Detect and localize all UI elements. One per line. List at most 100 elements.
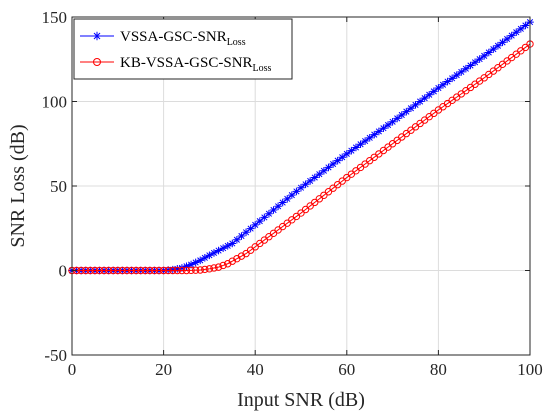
series-1-point bbox=[228, 239, 237, 248]
series-1-point bbox=[310, 173, 319, 182]
x-axis-label: Input SNR (dB) bbox=[237, 389, 365, 411]
series-2-point bbox=[123, 266, 131, 275]
series-1-point bbox=[324, 163, 333, 172]
series-1-point bbox=[292, 187, 301, 196]
series-2-point bbox=[191, 266, 200, 274]
series-1-point bbox=[489, 45, 498, 53]
series-1-point bbox=[503, 35, 511, 43]
y-axis-label: SNR Loss (dB) bbox=[7, 124, 29, 247]
series-2-point bbox=[306, 202, 314, 210]
series-1-point bbox=[375, 127, 383, 136]
series-2-point bbox=[104, 266, 113, 275]
series-1-point bbox=[370, 130, 379, 139]
legend-box bbox=[73, 18, 293, 80]
series-1-point bbox=[338, 153, 347, 162]
series-1-point bbox=[201, 254, 209, 262]
x-tick-label: 60 bbox=[338, 360, 355, 379]
series-1-point bbox=[425, 90, 434, 99]
series-2-point bbox=[127, 266, 136, 275]
series-2-point bbox=[301, 205, 310, 214]
legend-entry-1-label: VSSA-GSC-SNRLoss bbox=[120, 29, 246, 48]
series-2-point bbox=[182, 266, 191, 275]
series-2-point bbox=[118, 266, 127, 275]
series-1-point bbox=[420, 94, 429, 102]
series-2-point bbox=[214, 263, 223, 271]
legend-entry-2: KB-VSSA-GSC-SNRLoss bbox=[80, 55, 272, 74]
series-1-point bbox=[187, 260, 195, 269]
series-1-point bbox=[407, 104, 415, 113]
series-2-point bbox=[333, 180, 342, 189]
series-2-point bbox=[91, 266, 99, 275]
series-1-point bbox=[173, 265, 182, 273]
series-1-point bbox=[457, 68, 466, 76]
series-1-point bbox=[214, 246, 223, 255]
series-1-point bbox=[333, 156, 342, 165]
axis-ticks bbox=[71, 16, 531, 356]
series-1-point bbox=[521, 21, 530, 30]
x-tick-label: 100 bbox=[517, 360, 543, 379]
x-tick-label: 20 bbox=[155, 360, 172, 379]
series-2-point bbox=[311, 198, 319, 207]
series-1-point bbox=[260, 213, 269, 222]
series-1-point bbox=[397, 111, 406, 119]
x-tick-label: 40 bbox=[247, 360, 264, 379]
series-1-point bbox=[411, 101, 420, 109]
series-1-point bbox=[462, 64, 470, 73]
series-1-point bbox=[297, 183, 305, 192]
series-2-point bbox=[205, 265, 214, 273]
series-1-point bbox=[301, 180, 310, 189]
series-1-point bbox=[439, 80, 447, 89]
series-1-point bbox=[320, 166, 328, 175]
series-2-point bbox=[100, 266, 108, 275]
series-1-point bbox=[255, 217, 264, 225]
series-2-point bbox=[173, 266, 182, 275]
series-2-point bbox=[164, 266, 172, 275]
legend-entry-1-subscript: Loss bbox=[227, 37, 246, 48]
legend-entry-2-subscript: Loss bbox=[253, 63, 272, 74]
series-2-point bbox=[338, 177, 346, 185]
legend-entry-1: VSSA-GSC-SNRLoss bbox=[80, 29, 246, 48]
series-2-point bbox=[109, 266, 117, 275]
series-1-point bbox=[237, 232, 246, 240]
series-2-point bbox=[297, 209, 305, 217]
series-1-point bbox=[219, 244, 227, 252]
series-2-point bbox=[82, 266, 90, 275]
series-1-point bbox=[434, 84, 443, 92]
series-2-point bbox=[95, 266, 104, 275]
series-2-point bbox=[146, 266, 154, 275]
series-1-point bbox=[182, 262, 191, 271]
series-1-point bbox=[223, 242, 232, 250]
legend-entry-2-name: KB-VSSA-GSC-SNR bbox=[120, 55, 253, 71]
y-tick-label: 150 bbox=[42, 8, 68, 27]
series-2-point bbox=[141, 266, 149, 275]
series-1-point bbox=[196, 256, 205, 265]
series-2-point bbox=[77, 266, 85, 275]
series-1-point bbox=[233, 235, 241, 244]
series-1-point bbox=[393, 114, 401, 123]
plot-area bbox=[68, 18, 534, 275]
series-2-point bbox=[155, 266, 163, 275]
series-1-point bbox=[443, 77, 452, 86]
legend-entry-2-marker bbox=[93, 58, 101, 66]
series-1-point bbox=[265, 209, 273, 218]
x-tick-label: 80 bbox=[430, 360, 447, 379]
series-1-point bbox=[242, 228, 250, 237]
series-1-point bbox=[246, 224, 255, 233]
series-1-point bbox=[315, 170, 324, 178]
series-1-point bbox=[168, 265, 177, 274]
series-2-point bbox=[219, 261, 227, 270]
series-2-point bbox=[210, 264, 218, 272]
series-1-point bbox=[278, 198, 287, 207]
series-2-point bbox=[329, 184, 337, 192]
series-1-point bbox=[507, 31, 516, 40]
series-1-point bbox=[452, 71, 461, 79]
series-1-point bbox=[352, 143, 360, 152]
series-1-point bbox=[430, 87, 438, 96]
series-1-point bbox=[347, 146, 356, 155]
series-1-point bbox=[343, 150, 351, 158]
series-1-point bbox=[498, 38, 507, 47]
series-2-point bbox=[137, 266, 145, 275]
series-1-point bbox=[512, 28, 521, 37]
legend-entry-2-label: KB-VSSA-GSC-SNRLoss bbox=[120, 55, 272, 74]
